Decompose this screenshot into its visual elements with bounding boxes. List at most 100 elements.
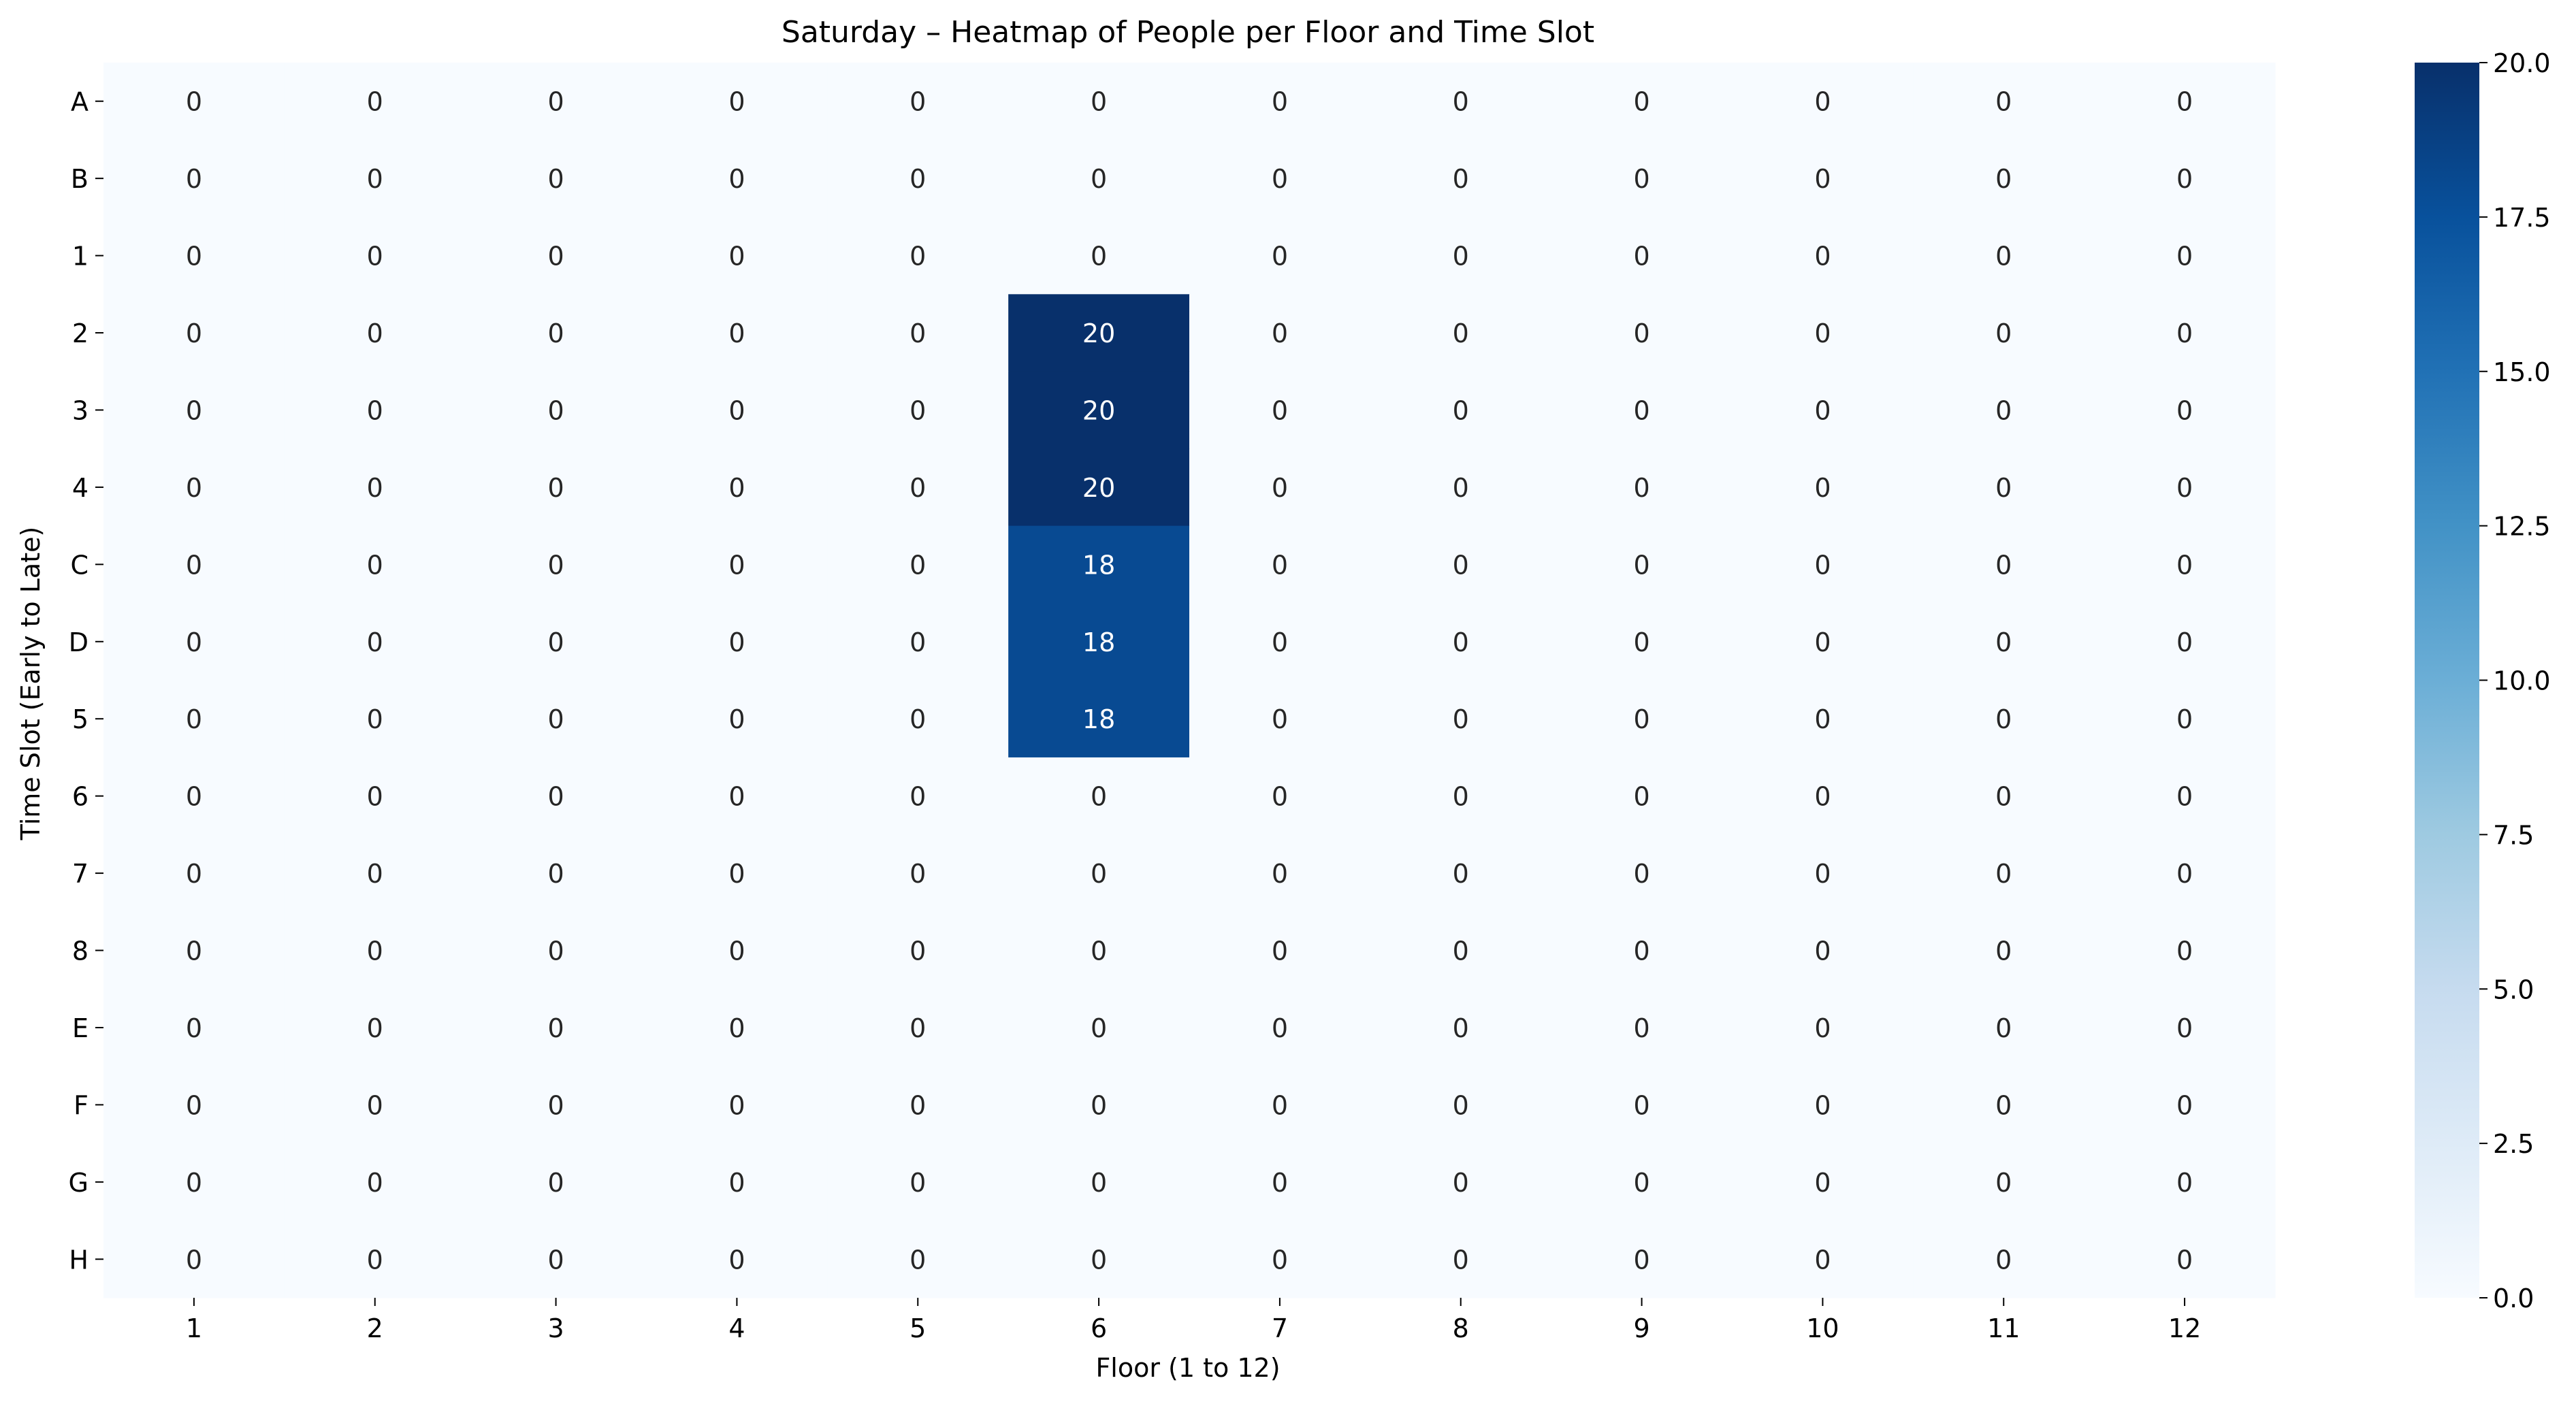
heatmap-cell (2094, 216, 2276, 295)
y-tick-label: A (71, 87, 88, 117)
heatmap-cell (1370, 757, 1552, 835)
cell-value-label: 0 (186, 87, 202, 117)
colorbar-tick-label: 15.0 (2493, 357, 2551, 387)
y-axis-ticks: A B 1 2 3 4 C D 5 6 7 8 E F G H (69, 87, 103, 1275)
cell-value-label: 0 (1453, 704, 1469, 734)
heatmap-cell (1189, 1220, 1371, 1298)
heatmap-cell (2094, 1066, 2276, 1144)
heatmap-cell (103, 1143, 285, 1222)
cell-value-label: 0 (1814, 395, 1831, 425)
cell-value-label: 0 (1453, 1168, 1469, 1198)
cell-value-label: 0 (1272, 1245, 1288, 1275)
heatmap-cell (284, 989, 466, 1067)
cell-value-label: 0 (2176, 473, 2193, 503)
cell-value-label: 0 (728, 473, 745, 503)
heatmap-cell (284, 834, 466, 913)
cell-value-label: 0 (909, 87, 926, 117)
cell-value-label: 0 (728, 395, 745, 425)
cell-value-label: 0 (909, 1013, 926, 1043)
cell-value-label: 0 (1272, 242, 1288, 272)
cell-value-label: 0 (728, 1245, 745, 1275)
heatmap-cell (465, 140, 647, 218)
cell-value-label: 0 (547, 1168, 564, 1198)
heatmap-cell (1189, 63, 1371, 140)
heatmap-cell (2094, 140, 2276, 218)
cell-value-label: 0 (909, 473, 926, 503)
heatmap-cell (1913, 989, 2095, 1067)
cell-value-label: 0 (1633, 473, 1649, 503)
heatmap-cell (1008, 834, 1190, 913)
cell-value-label: 0 (1633, 1245, 1649, 1275)
heatmap-cell (1732, 140, 1914, 218)
heatmap-cell (2094, 63, 2276, 140)
colorbar-tick-label: 7.5 (2493, 820, 2534, 850)
cell-value-label: 0 (909, 164, 926, 194)
cell-value-label: 0 (1272, 395, 1288, 425)
x-tick-label: 12 (2168, 1313, 2201, 1343)
y-tick-label: 1 (72, 242, 88, 272)
heatmap-cell (2094, 448, 2276, 527)
cell-value-label: 0 (1272, 859, 1288, 889)
cell-value-label: 0 (1995, 1245, 2012, 1275)
cell-value-label: 0 (367, 1090, 383, 1120)
heatmap-cell (1008, 294, 1190, 372)
heatmap-cell (1008, 371, 1190, 449)
cell-value-label: 0 (1995, 318, 2012, 348)
heatmap-cell (646, 525, 828, 604)
heatmap-cell (827, 1143, 1009, 1222)
colorbar-gradient (2415, 63, 2479, 1298)
cell-value-label: 0 (1814, 1245, 1831, 1275)
cell-value-label: 0 (186, 1090, 202, 1120)
heatmap-cell (1370, 294, 1552, 372)
heatmap-cell (284, 294, 466, 372)
heatmap-cell (103, 834, 285, 913)
heatmap-cell (1008, 680, 1190, 758)
heatmap-cell (1913, 1220, 2095, 1298)
cell-value-label: 0 (367, 1168, 383, 1198)
cell-value-label: 0 (909, 704, 926, 734)
cell-value-label: 18 (1082, 627, 1115, 657)
heatmap-cell (1370, 603, 1552, 681)
heatmap-cell (646, 63, 828, 140)
cell-value-label: 0 (1272, 627, 1288, 657)
heatmap-cell (1189, 140, 1371, 218)
heatmap-cell (1008, 757, 1190, 835)
cell-value-label: 20 (1082, 318, 1115, 348)
cell-value-label: 0 (1814, 318, 1831, 348)
heatmap-cell (465, 1066, 647, 1144)
heatmap-cell (827, 216, 1009, 295)
cell-value-label: 0 (2176, 87, 2193, 117)
heatmap-cell (827, 525, 1009, 604)
heatmap-cell (1732, 757, 1914, 835)
cell-value-label: 0 (909, 242, 926, 272)
heatmap-cell (1008, 989, 1190, 1067)
heatmap-cell (646, 680, 828, 758)
heatmap-cell (103, 911, 285, 990)
colorbar-ticks: 0.0 2.5 5.0 7.5 10.0 12.5 15.0 17.5 20.0 (2479, 48, 2551, 1313)
heatmap-cell (1913, 525, 2095, 604)
heatmap-cell (1551, 603, 1733, 681)
heatmap-cell (646, 294, 828, 372)
heatmap-cell (827, 911, 1009, 990)
heatmap-cell (1913, 448, 2095, 527)
cell-value-label: 0 (1814, 242, 1831, 272)
cell-value-label: 0 (2176, 936, 2193, 966)
y-tick-label: 2 (72, 318, 88, 348)
cell-value-label: 0 (2176, 1168, 2193, 1198)
heatmap-cell (103, 989, 285, 1067)
cell-value-label: 0 (2176, 395, 2193, 425)
heatmap-cell (284, 680, 466, 758)
heatmap-cell (1732, 911, 1914, 990)
cell-value-label: 0 (1453, 164, 1469, 194)
heatmap-cell (2094, 525, 2276, 604)
heatmap-cell (1370, 911, 1552, 990)
heatmap-cell (646, 834, 828, 913)
heatmap-cell (1189, 989, 1371, 1067)
y-tick-label: C (70, 550, 88, 580)
heatmap-cell (103, 63, 285, 140)
cell-value-label: 0 (1633, 87, 1649, 117)
cell-value-label: 0 (547, 1013, 564, 1043)
heatmap-cell (103, 603, 285, 681)
cell-value-label: 0 (1453, 1245, 1469, 1275)
heatmap-cell (1189, 680, 1371, 758)
